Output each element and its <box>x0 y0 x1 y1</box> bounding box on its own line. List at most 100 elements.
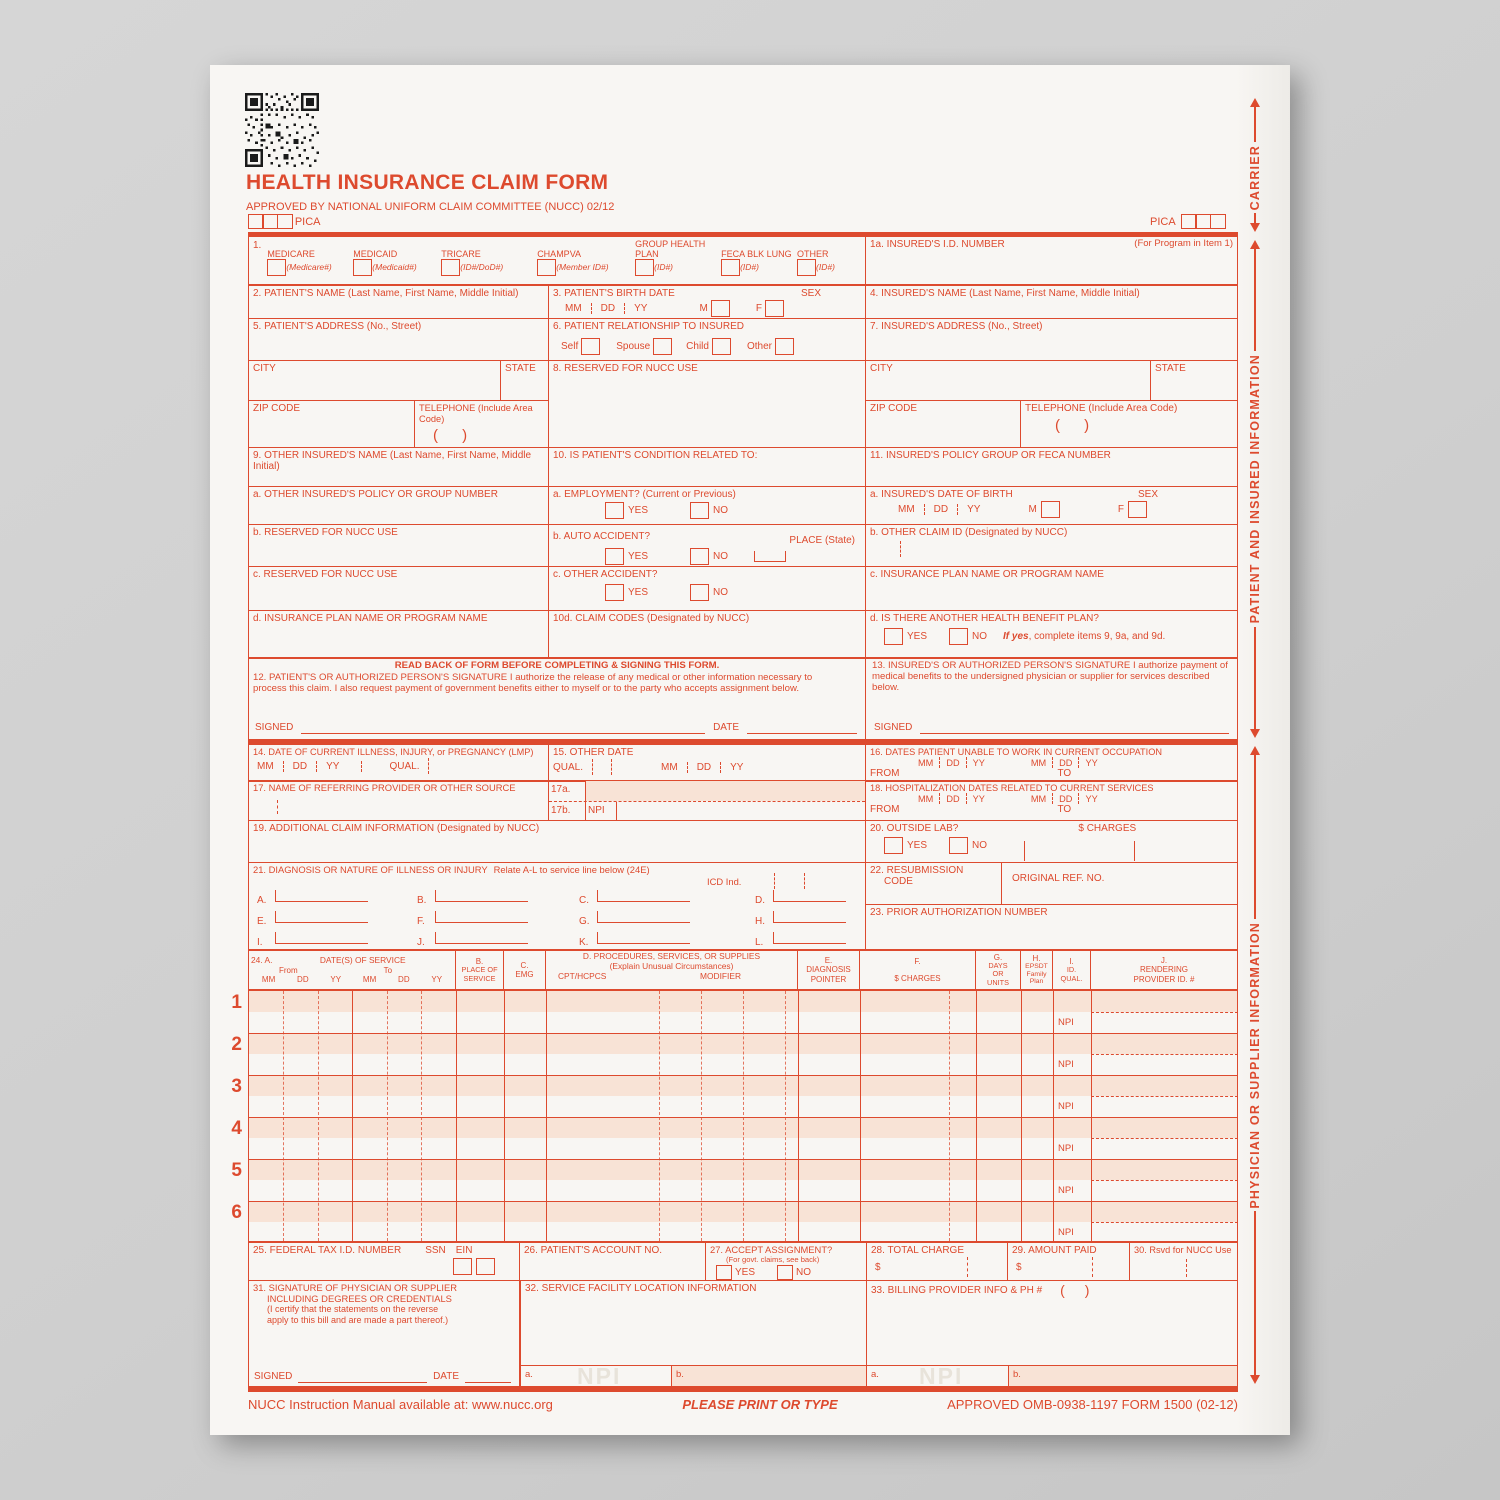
diag-field[interactable] <box>435 890 528 902</box>
diag-field[interactable] <box>597 932 690 944</box>
feca-checkbox[interactable] <box>721 259 741 276</box>
pica-checkbox[interactable] <box>276 214 293 229</box>
box23-prior-auth[interactable]: 23. PRIOR AUTHORIZATION NUMBER <box>865 904 1238 950</box>
box7-insured-address[interactable]: 7. INSURED'S ADDRESS (No., Street) <box>865 318 1238 361</box>
outside-lab-yes-checkbox[interactable] <box>884 837 903 855</box>
ein-checkbox[interactable] <box>476 1258 495 1276</box>
other-accident-no-checkbox[interactable] <box>690 584 710 602</box>
box29-amount-paid[interactable]: 29. AMOUNT PAID $ <box>1007 1242 1130 1281</box>
diag-field[interactable] <box>435 932 528 944</box>
other-rel-checkbox[interactable] <box>774 338 794 356</box>
yy-label: YY <box>730 761 744 773</box>
auto-yes-checkbox[interactable] <box>605 548 624 566</box>
champva-checkbox[interactable] <box>537 259 557 276</box>
date-line[interactable] <box>747 722 857 734</box>
box9d-insurance-plan[interactable]: d. INSURANCE PLAN NAME OR PROGRAM NAME <box>248 610 549 658</box>
employment-yes-checkbox[interactable] <box>605 502 624 520</box>
date-line[interactable] <box>465 1371 511 1383</box>
box33-billing-provider[interactable]: 33. BILLING PROVIDER INFO & PH # ( ) <box>866 1280 1238 1366</box>
insured-phone-field[interactable]: TELEPHONE (Include Area Code) ( ) <box>1020 400 1238 448</box>
box4-insured-name[interactable]: 4. INSURED'S NAME (Last Name, First Name… <box>865 285 1238 319</box>
tricare-checkbox[interactable] <box>441 259 461 276</box>
diag-letter: F. <box>417 916 425 927</box>
other-checkbox[interactable] <box>797 259 817 276</box>
box17a-field[interactable] <box>585 781 865 801</box>
diag-field[interactable] <box>275 932 368 944</box>
signature-line[interactable] <box>301 722 706 734</box>
box1a-insured-id[interactable]: 1a. INSURED'S I.D. NUMBER (For Program i… <box>865 236 1238 285</box>
patient-city-field[interactable]: CITY <box>248 360 501 401</box>
diag-field[interactable] <box>275 890 368 902</box>
box19-additional-claim-info[interactable]: 19. ADDITIONAL CLAIM INFORMATION (Design… <box>248 820 866 863</box>
box9-other-insured-name[interactable]: 9. OTHER INSURED'S NAME (Last Name, Firs… <box>248 447 549 487</box>
auto-no-checkbox[interactable] <box>690 548 710 566</box>
ssn-checkbox[interactable] <box>453 1258 472 1276</box>
box31-l2: INCLUDING DEGREES OR CREDENTIALS <box>267 1292 452 1304</box>
insured-zip-field[interactable]: ZIP CODE <box>865 400 1021 448</box>
box11c-insurance-plan[interactable]: c. INSURANCE PLAN NAME OR PROGRAM NAME <box>865 566 1238 611</box>
service-line-number: 4 <box>231 1118 242 1139</box>
box32b-field[interactable]: b. <box>671 1366 866 1386</box>
pica-checkbox[interactable] <box>1195 214 1212 229</box>
patient-phone-field[interactable]: TELEPHONE (Include Area Code) ( ) <box>414 400 549 448</box>
box11b-other-claim-id[interactable]: b. OTHER CLAIM ID (Designated by NUCC) <box>865 524 1238 567</box>
female-checkbox[interactable] <box>764 300 784 318</box>
insured-male-checkbox[interactable] <box>1040 501 1060 519</box>
box2-patient-name[interactable]: 2. PATIENT'S NAME (Last Name, First Name… <box>248 285 549 319</box>
assignment-no-checkbox[interactable] <box>777 1265 794 1281</box>
pica-checkbox[interactable] <box>262 214 279 229</box>
medicaid-checkbox[interactable] <box>353 259 373 276</box>
spouse-checkbox[interactable] <box>653 338 673 356</box>
pica-checkbox[interactable] <box>1180 214 1197 229</box>
outside-lab-no-checkbox[interactable] <box>949 837 969 855</box>
place-state-field[interactable] <box>754 551 787 563</box>
male-checkbox[interactable] <box>710 300 730 318</box>
box32-service-facility[interactable]: 32. SERVICE FACILITY LOCATION INFORMATIO… <box>520 1280 867 1366</box>
diag-field[interactable] <box>275 911 368 923</box>
diag-field[interactable] <box>597 890 690 902</box>
self-checkbox[interactable] <box>581 338 601 356</box>
assignment-yes-checkbox[interactable] <box>716 1265 732 1281</box>
diag-field[interactable] <box>773 890 846 902</box>
box28-total-charge[interactable]: 28. TOTAL CHARGE $ <box>866 1242 1008 1281</box>
diag-letter: D. <box>755 895 765 906</box>
box9a-policy-group-number[interactable]: a. OTHER INSURED'S POLICY OR GROUP NUMBE… <box>248 486 549 525</box>
qual-label: QUAL. <box>389 760 420 772</box>
pica-checkbox[interactable] <box>1209 214 1226 229</box>
employment-no-checkbox[interactable] <box>690 502 710 520</box>
yy-label: YY <box>967 504 981 516</box>
medicare-checkbox[interactable] <box>267 259 287 276</box>
diag-field[interactable] <box>773 932 846 944</box>
group-health-checkbox[interactable] <box>635 259 655 276</box>
box33b-field[interactable]: b. <box>1008 1366 1237 1386</box>
box10d-claim-codes[interactable]: 10d. CLAIM CODES (Designated by NUCC) <box>548 610 866 658</box>
other-accident-yes-checkbox[interactable] <box>605 584 624 602</box>
pica-label: PICA <box>294 215 321 228</box>
another-plan-no-checkbox[interactable] <box>949 628 969 646</box>
box17b-field[interactable] <box>617 802 865 821</box>
diag-field[interactable] <box>435 911 528 923</box>
another-plan-yes-checkbox[interactable] <box>884 628 903 646</box>
child-checkbox[interactable] <box>711 338 731 356</box>
box26-patient-account[interactable]: 26. PATIENT'S ACCOUNT NO. <box>519 1242 706 1281</box>
no-label: NO <box>796 1267 812 1279</box>
signature-line[interactable] <box>920 722 1229 734</box>
box23-label: 23. PRIOR AUTHORIZATION NUMBER <box>870 907 1048 918</box>
yy: YY <box>431 974 443 984</box>
box8-label: 8. RESERVED FOR NUCC USE <box>553 363 698 374</box>
pica-checkbox[interactable] <box>248 214 264 229</box>
box5-patient-address[interactable]: 5. PATIENT'S ADDRESS (No., Street) <box>248 318 549 361</box>
patient-state-field[interactable]: STATE <box>500 360 549 401</box>
box17-referring-provider[interactable]: 17. NAME OF REFERRING PROVIDER OR OTHER … <box>248 780 549 821</box>
insured-city-field[interactable]: CITY <box>865 360 1151 401</box>
signature-line[interactable] <box>298 1371 428 1383</box>
form-title: HEALTH INSURANCE CLAIM FORM <box>246 171 609 194</box>
patient-zip-field[interactable]: ZIP CODE <box>248 400 415 448</box>
insured-state-field[interactable]: STATE <box>1150 360 1238 401</box>
box11-policy-group[interactable]: 11. INSURED'S POLICY GROUP OR FECA NUMBE… <box>865 447 1238 487</box>
diag-field[interactable] <box>773 911 846 923</box>
diag-field[interactable] <box>597 911 690 923</box>
cpt-hcpcs: CPT/HCPCS <box>558 971 607 982</box>
insured-female-checkbox[interactable] <box>1127 501 1147 519</box>
read-back-notice: READ BACK OF FORM BEFORE COMPLETING & SI… <box>394 660 720 671</box>
